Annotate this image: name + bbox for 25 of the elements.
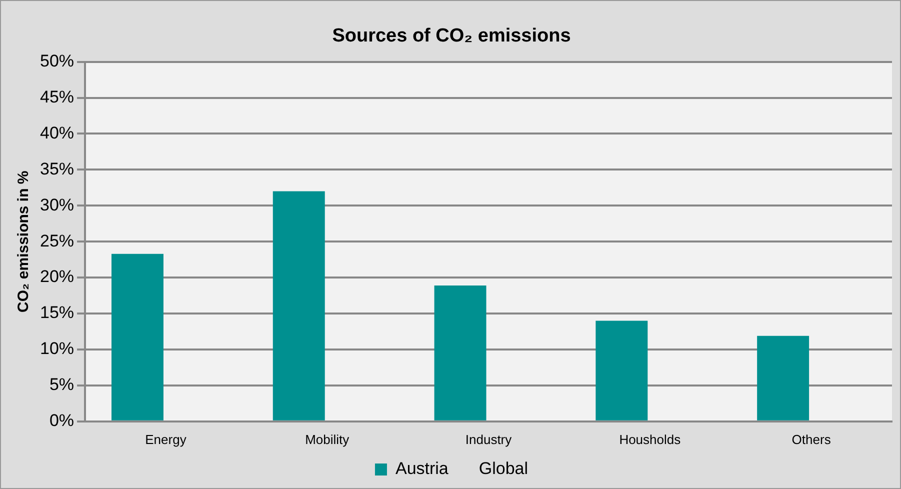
y-tick-label: 45% [40, 87, 74, 106]
bar [757, 336, 810, 420]
y-tick-label: 0% [49, 411, 74, 430]
y-axis-title: CO₂ emissions in % [15, 170, 32, 312]
legend-label: Austria [395, 459, 449, 478]
y-tick-label: 30% [40, 195, 74, 214]
text: Global [478, 459, 528, 478]
bar [434, 285, 486, 420]
bar [111, 254, 164, 420]
x-tick-label: Energy [145, 432, 187, 447]
x-tick-label: Housholds [619, 432, 682, 447]
x-tick-label: Industry [465, 432, 512, 447]
y-tick-label: 20% [40, 267, 74, 286]
y-tick-label: 5% [49, 375, 74, 394]
y-tick-label: 40% [40, 123, 74, 142]
y-tick-label: 15% [40, 303, 74, 322]
bar [272, 191, 325, 420]
bar [596, 320, 648, 420]
y-tick-label: 25% [40, 231, 74, 250]
y-tick-label: 50% [40, 51, 74, 70]
x-tick-label: Others [792, 432, 832, 447]
chart-title: Sources of CO₂ emissions [332, 26, 571, 47]
y-tick-label: 35% [40, 159, 74, 178]
y-tick-label: 10% [40, 339, 74, 358]
x-tick-label: Mobility [305, 432, 350, 447]
